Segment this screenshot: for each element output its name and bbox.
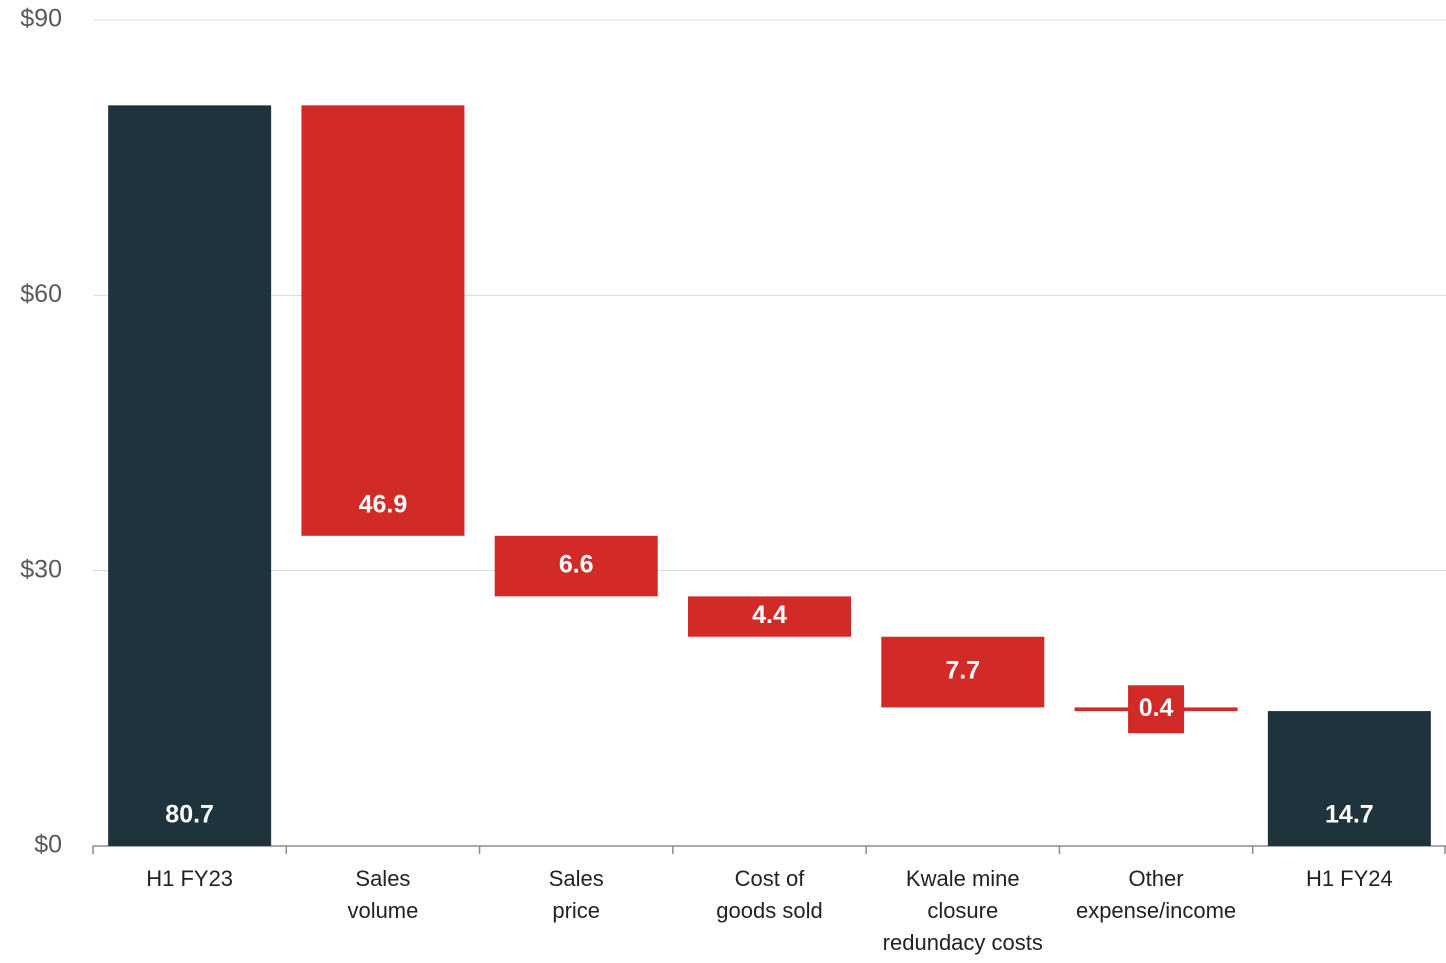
x-tick-label: expense/income — [1076, 898, 1236, 923]
x-tick-label: price — [552, 898, 600, 923]
x-tick-label: Kwale mine — [906, 866, 1020, 891]
x-tick-label: H1 FY23 — [146, 866, 233, 891]
value-label-box — [1128, 685, 1185, 734]
x-tick-label: goods sold — [716, 898, 822, 923]
x-tick-label: volume — [347, 898, 418, 923]
x-tick-label: H1 FY24 — [1306, 866, 1393, 891]
bar — [301, 105, 465, 536]
x-tick-label: redundacy costs — [883, 930, 1043, 955]
value-label: 14.7 — [1325, 801, 1374, 829]
x-tick-label: closure — [927, 898, 998, 923]
bar — [881, 636, 1045, 708]
x-tick-label: Other — [1129, 866, 1184, 891]
y-tick-label: $60 — [20, 280, 62, 308]
value-label: 80.7 — [165, 801, 214, 829]
value-label: 46.9 — [359, 490, 408, 518]
value-label: 0.4 — [1139, 694, 1174, 722]
value-label: 7.7 — [945, 657, 980, 685]
x-tick-label: Sales — [549, 866, 604, 891]
y-tick-label: $0 — [34, 831, 62, 859]
value-label: 6.6 — [559, 551, 594, 579]
x-tick-label: Sales — [355, 866, 410, 891]
value-label: 4.4 — [752, 601, 787, 629]
bar — [108, 105, 272, 846]
bar — [494, 535, 658, 597]
bar — [1267, 711, 1431, 846]
x-tick-label: Cost of — [735, 866, 806, 891]
y-tick-label: $90 — [20, 5, 62, 33]
y-tick-label: $30 — [20, 555, 62, 583]
bar — [688, 596, 851, 637]
